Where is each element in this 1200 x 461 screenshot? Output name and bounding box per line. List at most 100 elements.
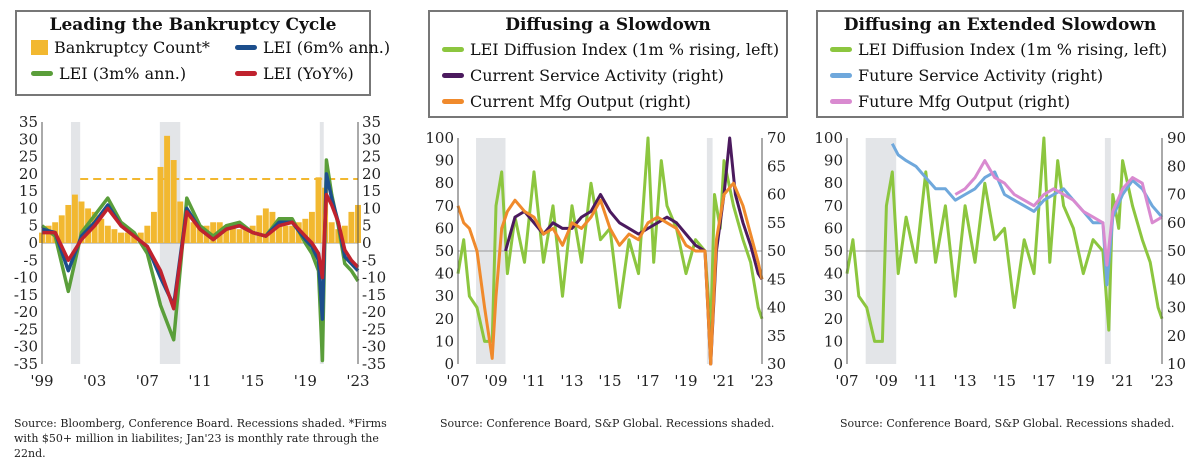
- bar-bankruptcy: [118, 232, 124, 243]
- y-tick-label: 20: [435, 310, 454, 328]
- bar-bankruptcy: [348, 211, 355, 243]
- y-tick-label: 90: [824, 152, 843, 170]
- bar-bankruptcy: [170, 160, 177, 243]
- panel-bankruptcy: Leading the Bankruptcy Cycle Bankruptcy …: [0, 0, 400, 460]
- x-tick-label: '15: [598, 372, 621, 390]
- bar-bankruptcy: [289, 225, 296, 243]
- legend-item-current-service: Current Service Activity (right): [442, 66, 724, 85]
- legend-swatch: [235, 45, 257, 50]
- y-right-tick-label: -25: [362, 320, 386, 338]
- legend-item-future-service: Future Service Activity (right): [830, 66, 1103, 85]
- y-tick-label: 70: [435, 197, 454, 215]
- bar-bankruptcy: [150, 211, 157, 243]
- x-tick-label: '11: [522, 372, 545, 390]
- x-tick-label: '11: [914, 372, 937, 390]
- bar-bankruptcy: [104, 225, 111, 243]
- bar-bankruptcy: [71, 194, 78, 243]
- legend-item-lei-yoy: LEI (YoY%): [235, 64, 354, 83]
- bar-bankruptcy: [177, 201, 184, 243]
- source-note: Source: Conference Board, S&P Global. Re…: [440, 417, 775, 430]
- y-tick-label: 50: [824, 242, 843, 260]
- bar-bankruptcy: [236, 229, 243, 243]
- legend-swatch: [830, 47, 852, 52]
- legend-box: Leading the Bankruptcy Cycle Bankruptcy …: [15, 10, 390, 96]
- y-right-tick-label: 35: [767, 327, 786, 345]
- y-tick-label: 80: [824, 174, 843, 192]
- chart-title: Diffusing an Extended Slowdown: [843, 15, 1157, 35]
- y-tick-label: 20: [19, 165, 38, 183]
- y-right-tick-label: 45: [767, 270, 786, 288]
- legend-swatch: [442, 99, 464, 104]
- y-tick-label: 100: [425, 129, 454, 147]
- bar-bankruptcy: [341, 225, 348, 243]
- bar-bankruptcy: [223, 225, 230, 243]
- y-tick-label: -5: [23, 251, 38, 269]
- bar-bankruptcy: [229, 225, 236, 243]
- bar-bankruptcy: [144, 225, 151, 243]
- bar-bankruptcy: [243, 229, 250, 243]
- series-line: [41, 172, 360, 321]
- y-right-tick-label: 40: [767, 299, 786, 317]
- y-tick-label: 15: [19, 182, 38, 200]
- bar-bankruptcy: [262, 208, 269, 243]
- legend-label: LEI (YoY%): [263, 64, 354, 83]
- x-tick-label: '15: [241, 372, 264, 390]
- y-right-tick-label: 0: [362, 234, 372, 252]
- x-tick-label: '17: [636, 372, 659, 390]
- y-right-tick-label: -30: [362, 338, 386, 356]
- y-right-tick-label: 60: [1167, 214, 1186, 232]
- bar-bankruptcy: [183, 215, 190, 243]
- bar-bankruptcy: [197, 225, 203, 243]
- y-right-tick-label: -35: [362, 355, 386, 373]
- y-right-tick-label: 70: [767, 129, 786, 147]
- legend-label: Current Service Activity (right): [470, 66, 724, 85]
- legend-box: Diffusing an Extended Slowdown LEI Diffu…: [816, 10, 1184, 118]
- y-tick-label: 30: [824, 287, 843, 305]
- x-tick-label: '17: [1032, 372, 1055, 390]
- x-tick-label: '23: [346, 372, 369, 390]
- bar-bankruptcy: [190, 222, 197, 243]
- bar-bankruptcy: [164, 135, 171, 243]
- y-tick-label: 100: [814, 129, 843, 147]
- y-tick-label: 0: [28, 234, 38, 252]
- legend-item-future-mfg: Future Mfg Output (right): [830, 92, 1070, 111]
- source-note: Source: Bloomberg, Conference Board. Rec…: [14, 417, 387, 460]
- y-right-tick-label: 30: [767, 355, 786, 373]
- legend-swatch: [442, 47, 464, 52]
- y-right-tick-label: -15: [362, 286, 386, 304]
- x-tick-label: '15: [993, 372, 1016, 390]
- y-right-tick-label: 10: [1167, 355, 1186, 373]
- y-tick-label: 40: [435, 265, 454, 283]
- legend-swatch: [31, 40, 48, 55]
- series-line: [456, 181, 764, 366]
- y-tick-label: 60: [435, 219, 454, 237]
- legend-label: Future Mfg Output (right): [858, 92, 1071, 111]
- x-tick-label: '23: [750, 372, 773, 390]
- legend-label: LEI (6m% ann.): [263, 38, 391, 57]
- x-tick-label: '03: [83, 372, 106, 390]
- y-tick-label: 60: [824, 219, 843, 237]
- bar-bankruptcy: [276, 222, 282, 243]
- bar-bankruptcy: [65, 204, 72, 243]
- x-tick-label: '19: [1072, 372, 1095, 390]
- y-tick-label: 30: [435, 287, 454, 305]
- y-right-tick-label: 50: [767, 242, 786, 260]
- y-right-tick-label: 65: [767, 157, 786, 175]
- y-right-tick-label: 5: [362, 217, 372, 235]
- bar-bankruptcy: [302, 218, 309, 243]
- y-tick-label: 80: [435, 174, 454, 192]
- legend-label: LEI (3m% ann.): [59, 64, 187, 83]
- series-line: [890, 143, 1164, 287]
- diffusing-slowdown-chart: 0 10 20 30 40 50 60 70 80 90 100 30 35 40 45 50 55 60 65 70…: [425, 129, 786, 390]
- bar-bankruptcy: [137, 232, 144, 243]
- legend-swatch: [235, 71, 257, 76]
- legend-item-bankruptcy: Bankruptcy Count*: [31, 38, 210, 57]
- y-tick-label: -20: [14, 303, 38, 321]
- bar-bankruptcy: [328, 222, 335, 243]
- y-tick-label: 5: [28, 217, 38, 235]
- legend-swatch: [442, 73, 464, 78]
- bar-bankruptcy: [315, 177, 322, 243]
- y-right-tick-label: 70: [1167, 186, 1186, 204]
- legend-label: Bankruptcy Count*: [54, 38, 210, 57]
- y-tick-label: 30: [19, 130, 38, 148]
